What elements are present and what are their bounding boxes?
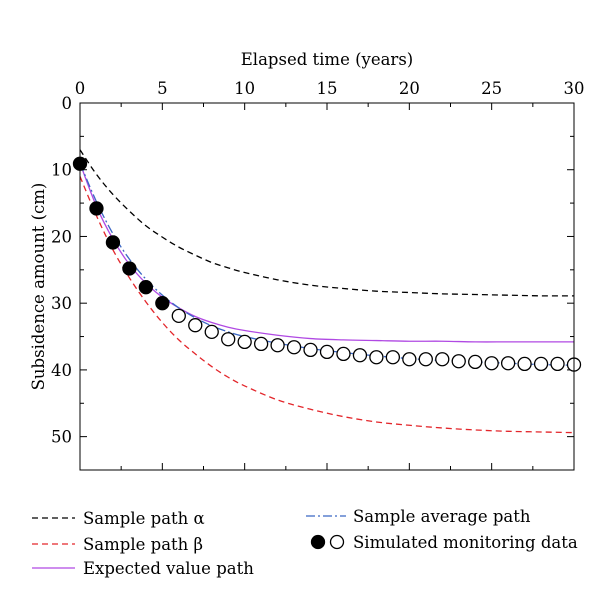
data-point-open <box>418 352 433 367</box>
data-point-open <box>336 346 351 362</box>
data-point-open <box>369 350 384 365</box>
x-tick-label: 10 <box>234 79 255 98</box>
data-point-filled <box>89 201 104 216</box>
data-point-open <box>188 318 203 333</box>
data-point-open <box>286 340 302 355</box>
data-point-open <box>253 336 269 352</box>
y-tick-label: 10 <box>51 161 72 180</box>
data-point-open <box>435 352 450 367</box>
legend-item-simulated-monitoring-data: Simulated monitoring data <box>310 533 578 552</box>
y-tick-label: 50 <box>51 428 72 447</box>
axis-ticks <box>79 102 575 470</box>
data-point-open <box>451 354 466 369</box>
tick-labels: 0 5 10 15 20 25 30 0 10 20 30 40 50 <box>51 79 585 447</box>
data-point-open <box>352 348 368 363</box>
y-tick-label: 0 <box>62 94 73 113</box>
data-point-filled <box>122 261 137 276</box>
data-point-open <box>171 308 186 324</box>
x-tick-label: 5 <box>157 79 168 98</box>
x-tick-label: 15 <box>317 79 338 98</box>
data-point-filled <box>138 280 154 295</box>
y-axis-title: Subsidence amount (cm) <box>29 183 48 391</box>
x-tick-label: 20 <box>399 79 420 98</box>
legend-marker-filled-circle <box>310 534 326 550</box>
legend-label-sample-average-path: Sample average path <box>353 507 531 526</box>
monitoring-data-points <box>72 156 582 372</box>
legend-item-sample-path-beta: Sample path β <box>32 535 203 554</box>
data-point-open <box>500 356 516 371</box>
legend-label-simulated-monitoring-data: Simulated monitoring data <box>353 533 578 552</box>
data-point-open <box>550 356 565 372</box>
data-point-open <box>303 342 318 358</box>
legend-label-sample-path-alpha: Sample path α <box>83 509 205 528</box>
data-point-open <box>468 354 483 370</box>
plot-frame <box>79 102 575 471</box>
data-point-open <box>484 356 499 371</box>
data-point-open <box>402 352 417 367</box>
data-point-open <box>533 356 549 372</box>
legend-label-sample-path-beta: Sample path β <box>83 535 203 554</box>
data-point-open <box>270 338 285 353</box>
data-point-open <box>385 350 401 365</box>
legend-label-expected-value-path: Expected value path <box>83 559 254 578</box>
data-point-filled <box>155 296 170 311</box>
x-tick-label: 30 <box>564 79 585 98</box>
legend-item-expected-value-path: Expected value path <box>32 559 254 578</box>
data-point-filled <box>105 235 121 250</box>
y-tick-label: 20 <box>51 227 72 246</box>
data-point-open <box>221 332 236 347</box>
legend-item-sample-average-path: Sample average path <box>306 507 531 526</box>
x-tick-label: 0 <box>75 79 86 98</box>
y-tick-label: 40 <box>51 361 72 380</box>
x-tick-label: 25 <box>481 79 502 98</box>
y-tick-label: 30 <box>51 294 72 313</box>
data-point-open <box>517 356 532 372</box>
data-point-open <box>237 334 252 350</box>
legend: Sample path α Sample path β Expected val… <box>32 507 578 578</box>
series-line-sample-path-beta <box>80 176 574 434</box>
data-point-open <box>204 324 219 340</box>
data-point-open <box>319 344 335 360</box>
x-axis-title: Elapsed time (years) <box>241 50 413 69</box>
legend-item-sample-path-alpha: Sample path α <box>32 509 205 528</box>
legend-marker-open-circle <box>329 534 345 550</box>
series-line-sample-path-alpha <box>80 149 574 297</box>
